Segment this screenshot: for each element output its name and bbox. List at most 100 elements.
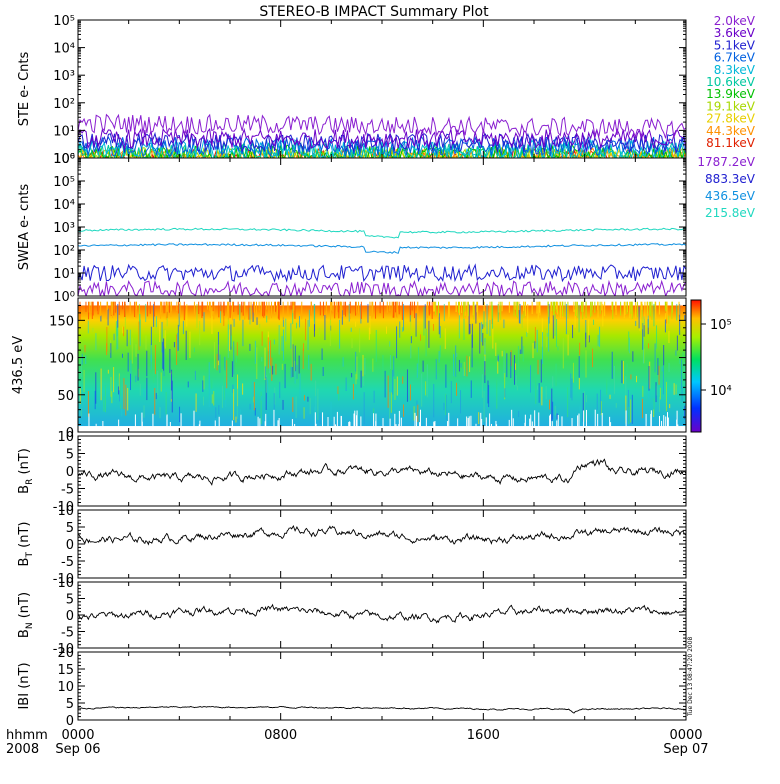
y-tick-label: 10⁰ [53, 290, 75, 305]
series-line-436.5eV [78, 243, 686, 254]
y-tick-label: 15 [57, 663, 74, 678]
y-axis-label: IBI (nT) [17, 662, 32, 709]
legend-entry: 27.8keV [706, 112, 756, 126]
y-axis-label: 436.5 eV [11, 336, 26, 394]
y-tick-label: -10 [53, 642, 74, 657]
legend-entry: 436.5eV [705, 189, 756, 203]
y-tick-label: 5 [66, 521, 74, 536]
legend-entry: 215.8eV [705, 206, 756, 220]
legend-entry: 5.1keV [714, 38, 756, 52]
y-axis-label-unit: (nT) [17, 592, 32, 622]
series-line-bmag [77, 706, 687, 714]
y-tick-label: 50 [57, 389, 74, 404]
y-axis-label-sub: T [25, 552, 35, 559]
legend-entry: 19.1keV [706, 99, 756, 113]
y-axis-label: BR (nT) [17, 448, 35, 494]
y-tick-label: 0 [66, 465, 74, 480]
y-tick-label: 10⁴ [53, 42, 75, 57]
axes-layer: 10⁰ 10¹ 10² 10³ 10⁴ 10⁵ 2.0keV3.6keV5.1keV6.7k… [11, 14, 756, 757]
legend-entry: 8.3keV [714, 63, 756, 77]
heatmap-cells [78, 298, 687, 432]
y-tick-label: 10² [53, 97, 75, 112]
heatmap-band [78, 305, 686, 427]
series-line-br [77, 458, 687, 486]
series-line-3.6keV [78, 127, 686, 150]
y-tick-label: 0 [66, 538, 74, 553]
legend-entry: 13.9keV [706, 87, 756, 101]
panel-frame-br [77, 435, 687, 507]
series-line-bn [77, 603, 687, 624]
y-tick-label: 10⁵ [53, 14, 75, 29]
series-line-883.3eV [78, 263, 686, 283]
y-tick-label: 100 [49, 352, 74, 367]
panel-ste-series [78, 113, 686, 158]
y-axis-label-unit: (nT) [17, 662, 32, 692]
y-tick-label: 10 [57, 680, 74, 695]
y-axis-label-sub: R [25, 479, 35, 485]
legend-entry: 883.3eV [705, 172, 756, 186]
y-tick-label: 10⁰ [53, 152, 75, 167]
y-tick-label: 0 [66, 714, 74, 729]
x-tick-label-time: 0000 [61, 728, 94, 743]
y-axis-label-unit: (nT) [17, 522, 32, 552]
y-tick-label: 10 [57, 504, 74, 519]
x-corner-label-year: 2008 [6, 742, 39, 757]
y-tick-label: 10² [53, 244, 75, 259]
panel-frame-swea [77, 157, 687, 297]
x-tick-label-time: 1600 [467, 728, 500, 743]
x-tick-label-date: Sep 06 [55, 742, 100, 757]
y-axis-label-sub: N [25, 622, 35, 629]
chart-title: STEREO-B IMPACT Summary Plot [259, 4, 489, 20]
panel-frame-bmag [77, 651, 687, 721]
y-tick-label: -10 [53, 572, 74, 587]
y-tick-label: 10³ [53, 221, 75, 236]
panel-swea-series [78, 227, 686, 296]
y-axis-label-main: IBI [17, 693, 32, 710]
data-layer [77, 113, 687, 714]
y-tick-label: 0 [66, 609, 74, 624]
y-axis-label-main: B [17, 629, 32, 638]
legend-entry: 3.6keV [714, 26, 756, 40]
y-tick-label: 150 [49, 314, 74, 329]
y-tick-label: 20 [57, 646, 74, 661]
series-line-bt [77, 524, 687, 546]
y-tick-label: 5 [66, 697, 74, 712]
colorbar-tick-label: 10⁴ [710, 384, 732, 399]
y-axis-label: STE e- Cnts [17, 51, 32, 126]
panel-frame-bt [77, 509, 687, 579]
colorbar-tick-label: 10⁵ [710, 318, 732, 333]
legend-entry: 1787.2eV [697, 155, 755, 169]
x-tick-label-time: 0800 [264, 728, 297, 743]
y-tick-label: 10¹ [53, 124, 75, 139]
y-tick-label: -5 [61, 483, 74, 498]
y-tick-label: 5 [66, 448, 74, 463]
side-timestamp: Tue Dec 13 08:47:20 2008 [687, 636, 694, 717]
y-tick-label: 10 [57, 576, 74, 591]
y-axis-label-unit: (nT) [17, 448, 32, 478]
x-tick-label-date: Sep 07 [663, 742, 708, 757]
y-axis-label: BT (nT) [17, 522, 35, 567]
y-tick-label: 10 [57, 430, 74, 445]
y-tick-label: 0 [66, 426, 74, 441]
y-axis-label-main: B [17, 558, 32, 567]
legend-entry: 6.7keV [714, 51, 756, 65]
legend-entry: 81.1keV [706, 136, 756, 150]
y-tick-label: -5 [61, 626, 74, 641]
y-axis-label-main: B [17, 485, 32, 494]
legend-entry: 10.6keV [706, 75, 756, 89]
y-tick-label: -5 [61, 555, 74, 570]
y-tick-label: 5 [66, 593, 74, 608]
y-tick-label: 10³ [53, 69, 75, 84]
x-corner-label-time: hhmm [6, 728, 48, 743]
x-tick-label-time: 0000 [669, 728, 702, 743]
y-tick-label: 10¹ [53, 267, 75, 282]
y-tick-label: -10 [53, 500, 74, 515]
colorbar [690, 299, 702, 433]
series-line-215.8eV [78, 227, 686, 239]
y-axis-label: SWEA e- cnts [17, 184, 32, 271]
series-line-5.1keV [78, 131, 686, 155]
series-line-2.0keV [78, 113, 686, 139]
panel-frame-bn [77, 581, 687, 649]
